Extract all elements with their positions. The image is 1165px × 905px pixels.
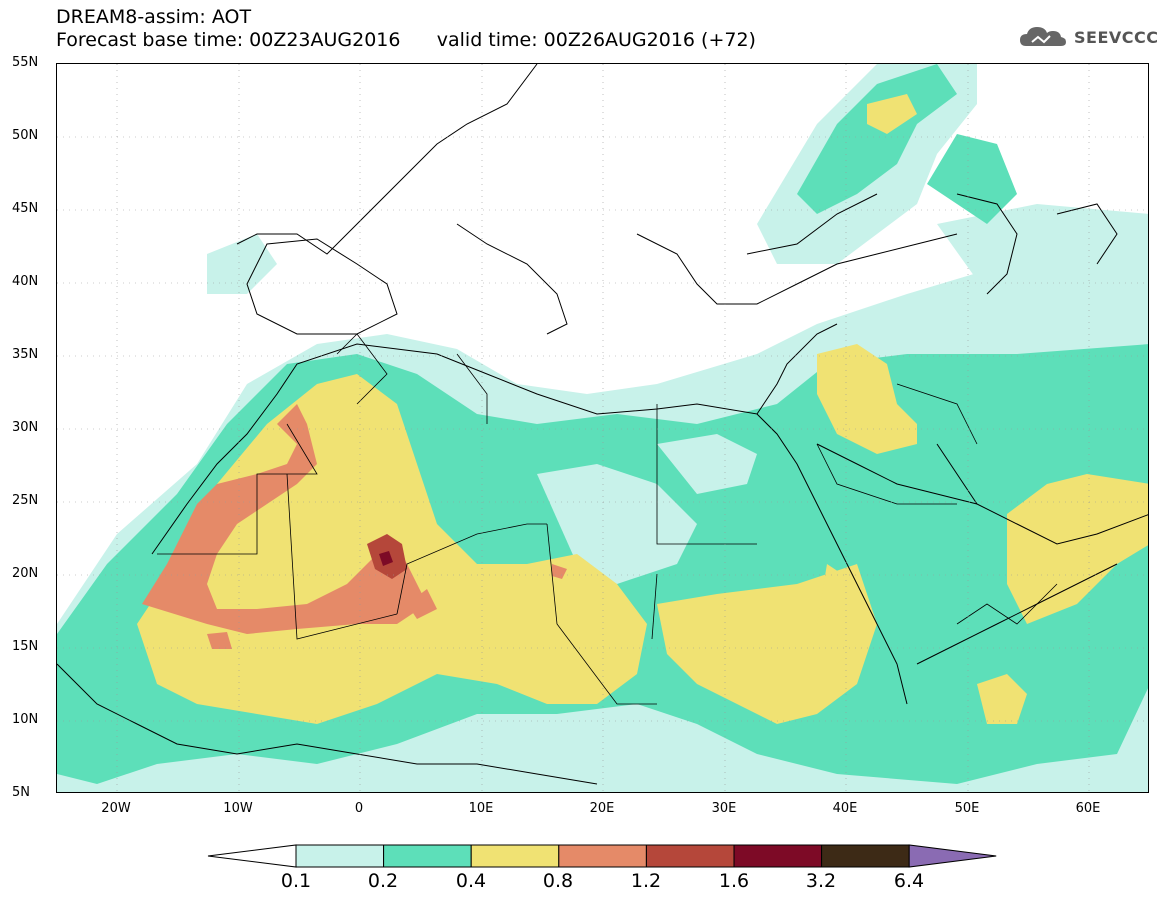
lon-label-40e: 40E [832,801,858,816]
lat-label-50n: 50N [12,128,39,143]
aot-map [57,64,1148,792]
colorbar-swatch [470,844,560,868]
colorbar-label-0-1: 0.1 [280,870,312,892]
map-title: DREAM8-assim: AOT [56,6,252,28]
logo-text: SEEVCCC [1074,27,1159,47]
lat-label-35n: 35N [12,347,39,362]
lat-label-30n: 30N [12,420,39,435]
colorbar-label-6-4: 6.4 [893,870,925,892]
lon-label-50e: 50E [954,801,980,816]
lat-label-15n: 15N [12,639,39,654]
colorbar-arrow-high [908,844,997,868]
forecast-times: Forecast base time: 00Z23AUG2016 valid t… [56,29,756,52]
lat-label-10n: 10N [12,712,39,727]
valid-time: valid time: 00Z26AUG2016 (+72) [436,29,756,51]
colorbar-label-0-4: 0.4 [455,870,487,892]
colorbar-label-1-2: 1.2 [630,870,662,892]
colorbar-swatch [383,844,472,868]
lon-label-30e: 30E [711,801,737,816]
colorbar-label-3-2: 3.2 [805,870,837,892]
cloud-icon [1020,27,1066,46]
colorbar-label-0-8: 0.8 [542,870,574,892]
lon-label-10e: 10E [468,801,494,816]
colorbar-swatch [821,844,910,868]
lat-label-55n: 55N [12,55,39,70]
map-title-block: DREAM8-assim: AOT Forecast base time: 00… [56,6,756,52]
lat-label-45n: 45N [12,201,39,216]
lat-label-40n: 40N [12,274,39,289]
aot-level-1-6 [379,551,393,566]
lon-label-20e: 20E [589,801,615,816]
aot-level-0-8 [142,404,567,649]
colorbar-swatch [558,844,647,868]
country-borders [157,333,1058,705]
colorbar-swatch [645,844,735,868]
colorbar-swatch [295,844,385,868]
colorbar-label-0-2: 0.2 [367,870,399,892]
lon-label-0: 0 [354,801,364,816]
lat-label-20n: 20N [12,566,39,581]
lat-label-25n: 25N [12,493,39,508]
lon-label-10w: 10W [223,801,253,816]
colorbar-label-1-6: 1.6 [718,870,750,892]
map-panel [56,63,1149,793]
base-time: Forecast base time: 00Z23AUG2016 [56,29,401,51]
lon-label-60e: 60E [1075,801,1101,816]
lon-label-20w: 20W [101,801,131,816]
map-gridlines [57,64,1148,792]
seevccc-logo: SEEVCCC [1018,24,1159,50]
coastlines [57,64,1148,785]
colorbar-swatch [733,844,823,868]
colorbar-arrow-low [207,844,297,868]
colorbar-swatches [207,844,997,868]
lat-label-5n: 5N [12,785,30,800]
